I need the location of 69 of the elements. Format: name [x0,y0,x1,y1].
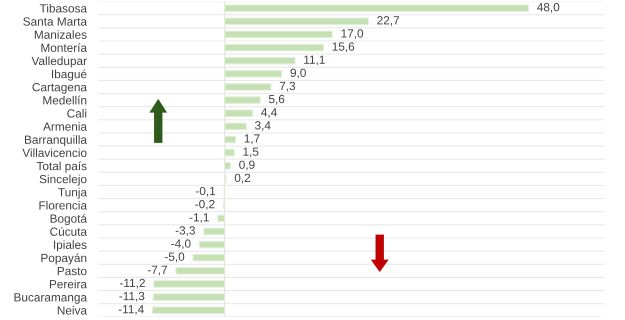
y-tick-label: Cartagena [32,83,88,94]
bar [175,266,226,275]
data-label: 15,6 [332,42,354,52]
bar [203,228,226,236]
bar [224,44,324,52]
data-label: 0,2 [234,174,250,184]
data-label: 9,0 [290,68,306,78]
bar [224,30,333,38]
y-tick-label: Sincelejo [40,174,87,186]
y-tick-label: Cúcuta [50,227,88,236]
data-label: -3,3 [176,226,195,236]
bar [152,306,226,314]
data-label: 7,3 [280,82,296,92]
data-label: 4,4 [261,108,277,118]
y-tick-label: Bucaramanga [14,293,88,304]
y-tick-label: Total país [36,161,87,173]
data-label: 17,0 [342,29,364,39]
y-tick-label: Neiva [58,306,88,315]
data-label: 1,5 [243,148,258,158]
bar [153,280,226,288]
y-tick-label: Pereira [50,280,88,288]
bar [224,56,296,65]
data-label: 11,1 [304,56,325,66]
bar [224,70,282,78]
y-tick-label: Bogotá [50,214,88,226]
y-tick-label: Florencia [39,200,88,210]
data-label: -11,2 [120,278,145,289]
y-tick-label: Tibasosa [40,4,88,13]
y-tick-label: Montería [41,43,88,52]
y-tick-label: Santa Marta [23,17,88,26]
data-label: -11,3 [119,292,144,302]
data-label: 0,9 [239,160,255,170]
y-tick-label: Ibagué [52,69,86,81]
bar [224,122,247,130]
bar [224,96,261,104]
y-tick-label: Medellín [43,96,86,104]
data-label: -7,7 [148,266,168,276]
data-label: 1,7 [244,134,260,144]
bar [224,136,236,144]
data-label: 3,4 [254,121,271,131]
y-tick-label: Manizales [34,30,87,39]
bar [217,214,226,222]
bar [224,4,529,12]
bar [224,148,235,156]
bar [224,162,231,170]
y-tick-label: Ipiales [54,240,87,252]
data-label: 48,0 [537,2,560,13]
data-label: -0,2 [195,200,214,210]
y-tick-label: Barranquilla [24,135,88,146]
data-label: -1,1 [190,213,209,223]
data-label: -11,4 [118,305,144,315]
y-tick-label: Valledupar [31,56,87,68]
bar [224,17,369,26]
y-tick-label: Pasto [58,266,87,276]
data-label: 5,6 [268,94,284,105]
data-label: 22,7 [377,16,400,26]
y-tick-label: Cali [67,108,86,118]
y-tick-label: Villavicencio [22,148,87,158]
data-label: -0,1 [196,186,216,197]
bar [192,254,226,262]
bar [152,293,226,301]
y-tick-label: Popayán [41,253,86,264]
y-tick-label: Tunja [58,188,88,199]
bar [224,83,272,91]
bar [224,109,254,118]
y-tick-label: Armenia [43,122,88,131]
bar [198,240,226,248]
data-label: -5,0 [164,252,184,262]
data-label: -4,0 [171,239,191,250]
